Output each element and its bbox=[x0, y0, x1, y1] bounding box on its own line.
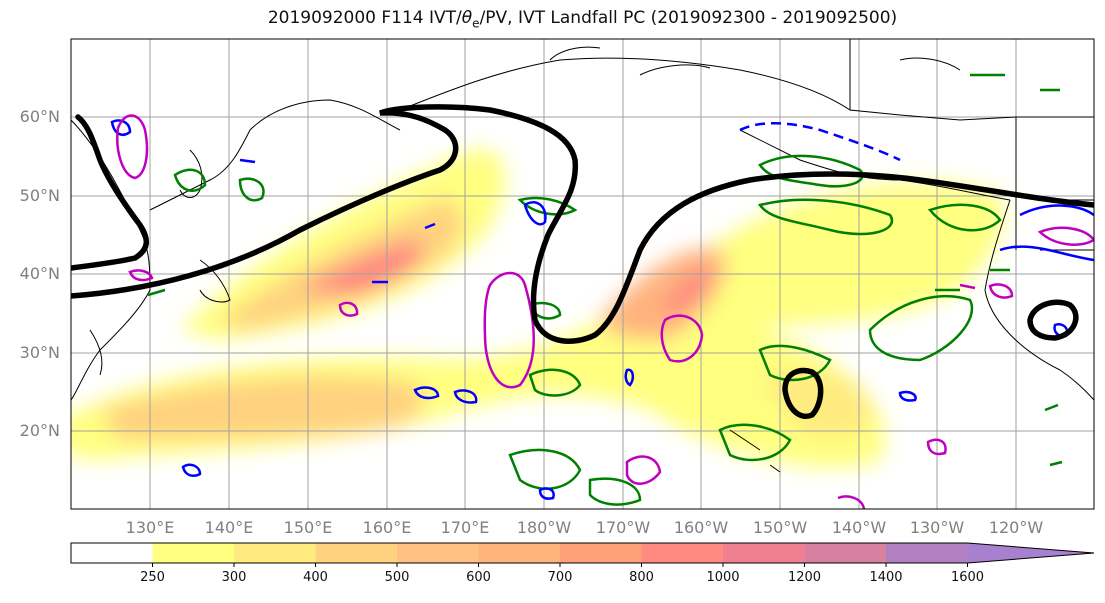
theta-e-magenta-contours bbox=[116, 114, 1094, 509]
colorbar-tick-label: 1200 bbox=[788, 570, 821, 585]
lon-label: 130°W bbox=[910, 518, 965, 537]
lat-label: 30°N bbox=[20, 343, 60, 362]
colorbar-segment bbox=[234, 543, 316, 563]
lon-label: 140°E bbox=[205, 518, 254, 537]
theta-e-blue-contours bbox=[110, 119, 1094, 500]
colorbar-tick-label: 1600 bbox=[951, 570, 984, 585]
lat-labels: 60°N 50°N 40°N 30°N 20°N bbox=[20, 107, 60, 440]
colorbar-segment bbox=[152, 543, 235, 563]
lon-label: 180°W bbox=[517, 518, 572, 537]
title-theta: θ bbox=[461, 8, 473, 28]
ivt-colorbar: 250 300 400 500 600 700 800 1000 1200 1400 1600 bbox=[70, 542, 1095, 585]
pv-contour bbox=[71, 104, 1094, 419]
colorbar-tick-label: 800 bbox=[629, 570, 654, 585]
colorbar-segment bbox=[397, 543, 479, 563]
colorbar-segment bbox=[804, 543, 887, 563]
lon-label: 130°E bbox=[126, 518, 175, 537]
colorbar-segment bbox=[71, 543, 153, 563]
lon-label: 150°W bbox=[753, 518, 808, 537]
colorbar-segment bbox=[886, 543, 968, 563]
colorbar-tick-label: 400 bbox=[303, 570, 328, 585]
map-title: 2019092000 F114 IVT/θe/PV, IVT Landfall … bbox=[0, 8, 1105, 30]
lat-label: 50°N bbox=[20, 186, 60, 205]
colorbar-segment bbox=[723, 543, 805, 563]
colorbar-tick-label: 600 bbox=[466, 570, 491, 585]
colorbar-tick-label: 300 bbox=[222, 570, 247, 585]
title-suffix: /PV, IVT Landfall PC (2019092300 - 20190… bbox=[479, 8, 898, 28]
colorbar-segment bbox=[560, 543, 642, 563]
lon-label: 120°W bbox=[989, 518, 1044, 537]
lat-label: 60°N bbox=[20, 107, 60, 126]
lon-label: 160°W bbox=[674, 518, 729, 537]
map-frame bbox=[70, 38, 1095, 510]
colorbar-outline bbox=[70, 542, 1095, 564]
colorbar-segment bbox=[967, 543, 1094, 563]
lon-label: 140°W bbox=[832, 518, 887, 537]
lat-label: 20°N bbox=[20, 421, 60, 440]
colorbar-tick-label: 1000 bbox=[706, 570, 739, 585]
colorbar-segment bbox=[478, 543, 561, 563]
colorbar-tick-label: 700 bbox=[548, 570, 573, 585]
colorbar-segment bbox=[641, 543, 724, 563]
lon-labels: 130°E 140°E 150°E 160°E 170°E 180°W 170°… bbox=[126, 518, 1044, 537]
lon-label: 160°E bbox=[363, 518, 412, 537]
colorbar-segment bbox=[315, 543, 398, 563]
ivt-shading bbox=[71, 148, 1004, 468]
colorbar-tick-label: 1400 bbox=[869, 570, 902, 585]
lat-label: 40°N bbox=[20, 264, 60, 283]
lon-label: 170°E bbox=[441, 518, 490, 537]
colorbar-tick-label: 250 bbox=[140, 570, 165, 585]
lon-label: 170°W bbox=[596, 518, 651, 537]
colorbar-tick-label: 500 bbox=[385, 570, 410, 585]
title-theta-sub: e bbox=[472, 16, 480, 31]
title-prefix: 2019092000 F114 IVT/ bbox=[267, 8, 462, 28]
lon-label: 150°E bbox=[284, 518, 333, 537]
